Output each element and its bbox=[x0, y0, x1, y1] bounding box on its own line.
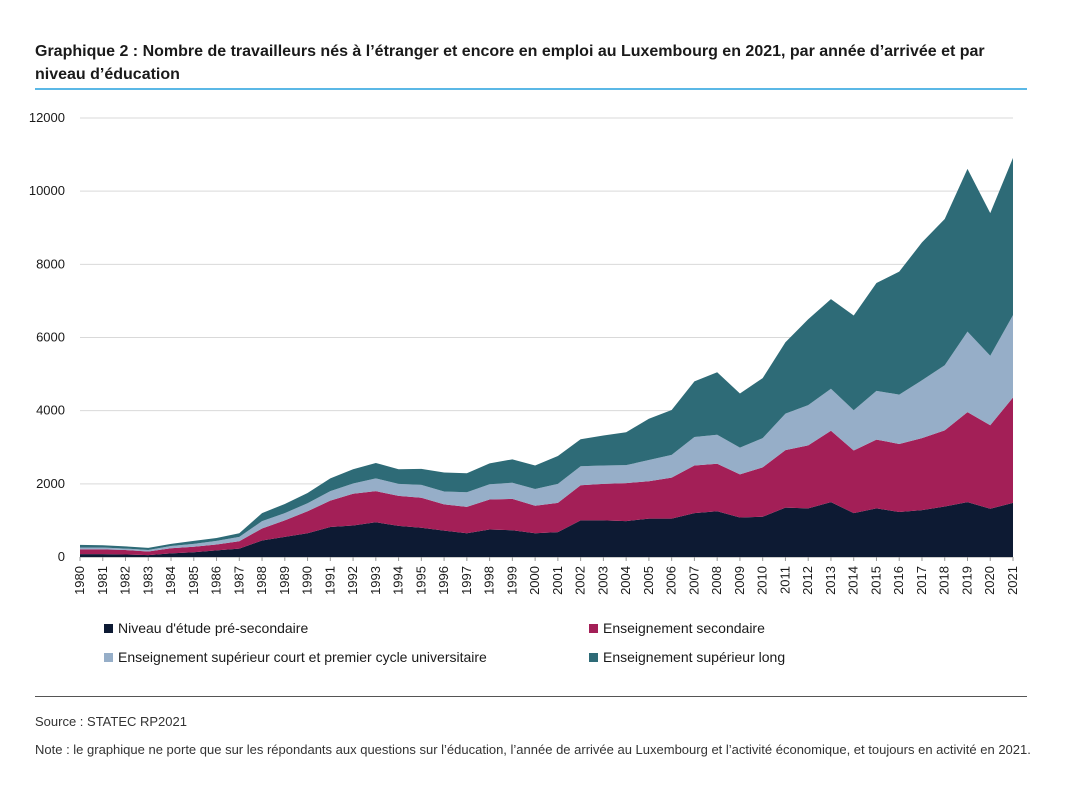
x-tick-label: 1997 bbox=[459, 566, 474, 595]
y-tick-label: 12000 bbox=[29, 110, 65, 125]
y-tick-label: 10000 bbox=[29, 183, 65, 198]
x-tick-label: 1985 bbox=[186, 566, 201, 595]
x-tick-label: 1996 bbox=[436, 566, 451, 595]
x-tick-label: 1993 bbox=[368, 566, 383, 595]
x-tick-label: 2002 bbox=[573, 566, 588, 595]
legend-swatch bbox=[589, 652, 598, 662]
legend-label: Enseignement supérieur long bbox=[603, 649, 786, 665]
x-tick-label: 2020 bbox=[982, 566, 997, 595]
y-tick-label: 4000 bbox=[36, 403, 65, 418]
source-text: Source : STATEC RP2021 bbox=[35, 714, 187, 729]
x-tick-label: 2011 bbox=[777, 566, 792, 594]
x-tick-label: 2017 bbox=[914, 566, 929, 595]
title-underline bbox=[35, 88, 1027, 90]
y-tick-label: 6000 bbox=[36, 330, 65, 345]
x-tick-label: 2007 bbox=[686, 566, 701, 595]
x-tick-label: 2001 bbox=[550, 566, 565, 595]
x-tick-label: 2005 bbox=[641, 566, 656, 595]
x-axis-ticks: 1980 1981 1982 1983 1984 1985 1986 1987 1988 1989… bbox=[72, 557, 1020, 595]
x-tick-label: 2013 bbox=[823, 566, 838, 595]
y-tick-label: 8000 bbox=[36, 256, 65, 271]
x-tick-label: 1994 bbox=[391, 566, 406, 595]
note-text: Note : le graphique ne porte que sur les… bbox=[35, 742, 1031, 757]
x-tick-label: 1999 bbox=[504, 566, 519, 595]
x-tick-label: 2000 bbox=[527, 566, 542, 595]
legend-swatch bbox=[589, 623, 598, 633]
x-tick-label: 1991 bbox=[322, 566, 337, 595]
legend-item: Enseignement supérieur long bbox=[589, 649, 785, 665]
x-tick-label: 1981 bbox=[95, 566, 110, 595]
legend-swatch bbox=[104, 652, 113, 662]
x-tick-label: 2012 bbox=[800, 566, 815, 595]
x-tick-label: 1984 bbox=[163, 566, 178, 595]
x-tick-label: 2004 bbox=[618, 566, 633, 595]
x-tick-label: 2014 bbox=[846, 566, 861, 595]
legend-item: Enseignement supérieur court et premier … bbox=[104, 649, 487, 665]
legend-label: Enseignement secondaire bbox=[603, 620, 765, 636]
series-area bbox=[80, 397, 1013, 556]
stacked-areas bbox=[80, 157, 1013, 557]
x-tick-label: 2003 bbox=[595, 566, 610, 595]
x-tick-label: 1995 bbox=[413, 566, 428, 595]
x-tick-label: 1989 bbox=[277, 566, 292, 595]
bottom-divider bbox=[35, 696, 1027, 697]
x-tick-label: 2019 bbox=[959, 566, 974, 595]
x-tick-label: 1987 bbox=[231, 566, 246, 595]
x-tick-label: 2009 bbox=[732, 566, 747, 595]
legend-label: Enseignement supérieur court et premier … bbox=[118, 649, 487, 665]
x-tick-label: 2018 bbox=[937, 566, 952, 595]
x-tick-label: 1986 bbox=[209, 566, 224, 595]
x-tick-label: 1982 bbox=[118, 566, 133, 595]
legend-label: Niveau d'étude pré-secondaire bbox=[118, 620, 309, 636]
x-tick-label: 2021 bbox=[1005, 566, 1020, 595]
chart-title: Graphique 2 : Nombre de travailleurs nés… bbox=[35, 43, 985, 83]
series-area bbox=[80, 315, 1013, 552]
legend-item: Niveau d'étude pré-secondaire bbox=[104, 620, 308, 636]
x-tick-label: 2008 bbox=[709, 566, 724, 595]
x-tick-label: 1980 bbox=[72, 566, 87, 595]
x-tick-label: 1988 bbox=[254, 566, 269, 595]
x-tick-label: 1998 bbox=[482, 566, 497, 595]
x-tick-label: 2016 bbox=[891, 566, 906, 595]
x-tick-label: 1983 bbox=[140, 566, 155, 595]
x-tick-label: 2015 bbox=[868, 566, 883, 595]
series-area bbox=[80, 157, 1013, 551]
x-tick-label: 2010 bbox=[755, 566, 770, 595]
series-area bbox=[80, 502, 1013, 557]
x-tick-label: 2006 bbox=[664, 566, 679, 595]
legend-swatch bbox=[104, 623, 113, 633]
y-tick-label: 0 bbox=[58, 549, 65, 564]
y-tick-label: 2000 bbox=[36, 476, 65, 491]
legend-item: Enseignement secondaire bbox=[589, 620, 765, 636]
x-tick-label: 1990 bbox=[300, 566, 315, 595]
y-axis-ticks: 0 2000 4000 6000 8000 10000 12000 bbox=[29, 110, 65, 564]
x-tick-label: 1992 bbox=[345, 566, 360, 595]
